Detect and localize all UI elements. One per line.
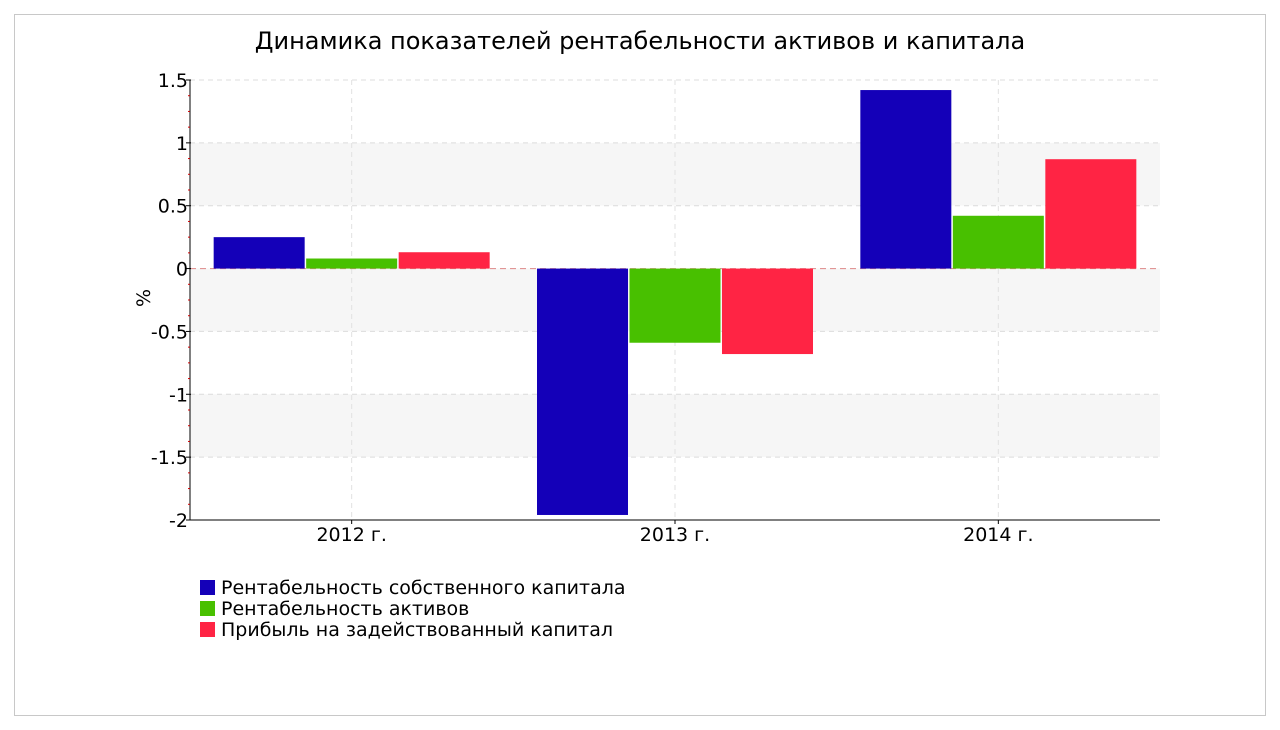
bar bbox=[860, 90, 952, 269]
bar bbox=[1045, 159, 1137, 269]
bar bbox=[722, 268, 813, 355]
legend-label: Прибыль на задействованный капитал bbox=[221, 618, 613, 641]
legend-item: Рентабельность собственного капитала bbox=[200, 576, 626, 599]
legend-label: Рентабельность собственного капитала bbox=[221, 576, 626, 599]
y-tick-label: 0 bbox=[176, 259, 188, 281]
y-tick-label: 1 bbox=[176, 133, 188, 155]
legend-item: Рентабельность активов bbox=[200, 597, 626, 620]
bar bbox=[398, 252, 490, 269]
bar bbox=[537, 268, 628, 515]
bar bbox=[952, 215, 1044, 269]
x-tick-labels: 2012 г. 2013 г. 2014 г. bbox=[316, 524, 1033, 546]
y-tick-label: -2 bbox=[169, 510, 188, 532]
chart-title: Динамика показателей рентабельности акти… bbox=[255, 27, 1025, 55]
x-tick-label: 2012 г. bbox=[316, 524, 386, 546]
legend-item: Прибыль на задействованный капитал bbox=[200, 618, 626, 641]
y-tick-label: 0.5 bbox=[158, 196, 188, 218]
y-tick-label: -0.5 bbox=[151, 321, 188, 343]
bar bbox=[629, 268, 721, 343]
legend-swatch bbox=[200, 580, 215, 595]
x-tick-label: 2014 г. bbox=[963, 524, 1033, 546]
bar bbox=[213, 237, 305, 269]
legend-swatch bbox=[200, 622, 215, 637]
x-tick-label: 2013 г. bbox=[640, 524, 710, 546]
y-axis-label: % bbox=[133, 289, 155, 307]
y-tick-labels: 1.5 1 0.5 0 -0.5 -1 -1.5 -2 bbox=[151, 70, 188, 532]
y-tick-label: -1 bbox=[169, 384, 188, 406]
legend-label: Рентабельность активов bbox=[221, 597, 470, 620]
legend-swatch bbox=[200, 601, 215, 616]
y-tick-label: 1.5 bbox=[158, 70, 188, 92]
axes bbox=[186, 79, 1160, 524]
y-tick-label: -1.5 bbox=[151, 447, 188, 469]
bars-group bbox=[213, 90, 1137, 515]
bar bbox=[306, 258, 398, 269]
legend: Рентабельность собственного капитала Рент… bbox=[200, 576, 626, 641]
